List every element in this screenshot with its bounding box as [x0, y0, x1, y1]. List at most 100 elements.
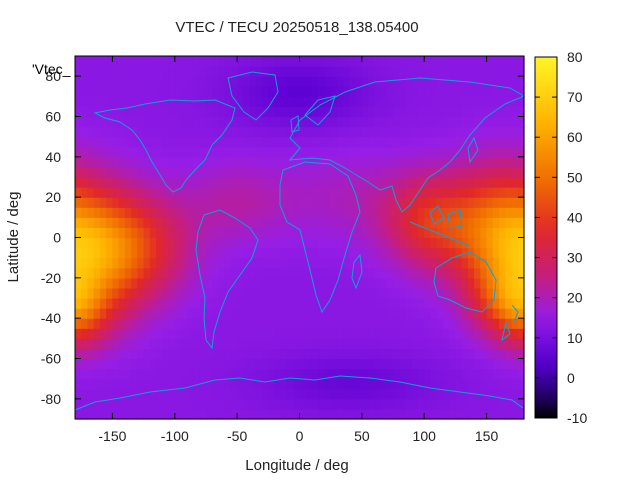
heatmap-cell: [112, 378, 120, 390]
heatmap-cell: [287, 378, 294, 390]
heatmap-cell: [305, 177, 313, 188]
heatmap-cell: [311, 166, 319, 178]
heatmap-cell: [343, 187, 350, 198]
heatmap-cell: [361, 408, 369, 420]
heatmap-cell: [131, 368, 138, 380]
heatmap-cell: [417, 308, 425, 319]
heatmap-cell: [199, 388, 207, 400]
heatmap-cell: [249, 66, 257, 77]
heatmap-cell: [174, 66, 182, 77]
heatmap-cell: [324, 338, 332, 350]
heatmap-cell: [249, 56, 257, 67]
heatmap-cell: [324, 388, 332, 400]
heatmap-cell: [430, 267, 438, 279]
heatmap-cell: [430, 318, 438, 329]
heatmap-cell: [461, 106, 469, 118]
heatmap-cell: [455, 358, 463, 370]
heatmap-cell: [131, 318, 138, 329]
heatmap-cell: [149, 207, 157, 218]
heatmap-cell: [305, 247, 313, 259]
heatmap-cell: [393, 66, 400, 77]
heatmap-cell: [181, 348, 188, 360]
heatmap-cell: [224, 348, 232, 360]
heatmap-cell: [405, 308, 413, 319]
heatmap-cell: [75, 368, 82, 380]
heatmap-cell: [75, 298, 82, 309]
chart-title: VTEC / TECU 20250518_138.05400: [175, 19, 418, 36]
heatmap-cell: [255, 227, 263, 239]
heatmap-cell: [118, 106, 126, 118]
heatmap-cell: [93, 76, 101, 87]
heatmap-cell: [199, 368, 207, 380]
heatmap-cell: [424, 217, 432, 229]
heatmap-cell: [187, 298, 195, 309]
heatmap-cell: [486, 207, 494, 218]
heatmap-cell: [393, 96, 400, 108]
heatmap-cell: [442, 106, 450, 118]
heatmap-cell: [411, 328, 419, 339]
heatmap-cell: [131, 388, 138, 400]
heatmap-cell: [106, 378, 114, 390]
heatmap-cell: [492, 66, 500, 77]
heatmap-cell: [430, 308, 438, 319]
heatmap-cell: [193, 298, 201, 309]
heatmap-cell: [81, 126, 89, 138]
heatmap-cell: [205, 257, 213, 269]
heatmap-cell: [243, 116, 251, 128]
heatmap-cell: [124, 237, 132, 249]
heatmap-cell: [455, 86, 463, 97]
heatmap-cell: [193, 56, 201, 67]
heatmap-cell: [87, 247, 95, 259]
heatmap-cell: [293, 56, 301, 67]
heatmap-cell: [187, 116, 195, 128]
heatmap-cell: [361, 56, 369, 67]
heatmap-cell: [343, 116, 350, 128]
heatmap-cell: [361, 368, 369, 380]
heatmap-cell: [255, 408, 263, 420]
heatmap-cell: [224, 56, 232, 67]
heatmap-cell: [262, 408, 269, 420]
heatmap-cell: [349, 126, 357, 138]
heatmap-cell: [368, 368, 375, 380]
heatmap-cell: [411, 378, 419, 390]
heatmap-cell: [181, 166, 188, 178]
heatmap-cell: [324, 328, 332, 339]
heatmap-cell: [430, 227, 438, 239]
heatmap-cell: [424, 308, 432, 319]
heatmap-cell: [181, 116, 188, 128]
heatmap-cell: [449, 298, 457, 309]
heatmap-cell: [212, 76, 220, 87]
heatmap-cell: [280, 217, 288, 229]
heatmap-cell: [461, 277, 469, 289]
heatmap-cell: [230, 207, 238, 218]
heatmap-cell: [156, 368, 163, 380]
heatmap-cell: [486, 287, 494, 299]
heatmap-cell: [237, 378, 244, 390]
heatmap-cell: [474, 207, 481, 218]
heatmap-cell: [511, 56, 519, 67]
heatmap-cell: [118, 166, 126, 178]
heatmap-cell: [467, 116, 475, 128]
heatmap-cell: [436, 358, 444, 370]
heatmap-cell: [262, 116, 269, 128]
heatmap-cell: [187, 126, 195, 138]
heatmap-cell: [87, 207, 95, 218]
heatmap-cell: [511, 177, 519, 188]
heatmap-cell: [293, 318, 301, 329]
heatmap-cell: [162, 388, 170, 400]
heatmap-cell: [274, 267, 282, 279]
heatmap-cell: [293, 177, 301, 188]
heatmap-cell: [243, 197, 251, 208]
heatmap-cell: [143, 257, 151, 269]
heatmap-cell: [118, 217, 126, 229]
heatmap-cell: [411, 177, 419, 188]
heatmap-cell: [149, 348, 157, 360]
heatmap-cell: [486, 56, 494, 67]
heatmap-cell: [442, 207, 450, 218]
heatmap-cell: [218, 358, 226, 370]
heatmap-cell: [280, 348, 288, 360]
heatmap-cell: [124, 156, 132, 168]
heatmap-cell: [417, 257, 425, 269]
heatmap-cell: [224, 96, 232, 108]
heatmap-cell: [106, 76, 114, 87]
